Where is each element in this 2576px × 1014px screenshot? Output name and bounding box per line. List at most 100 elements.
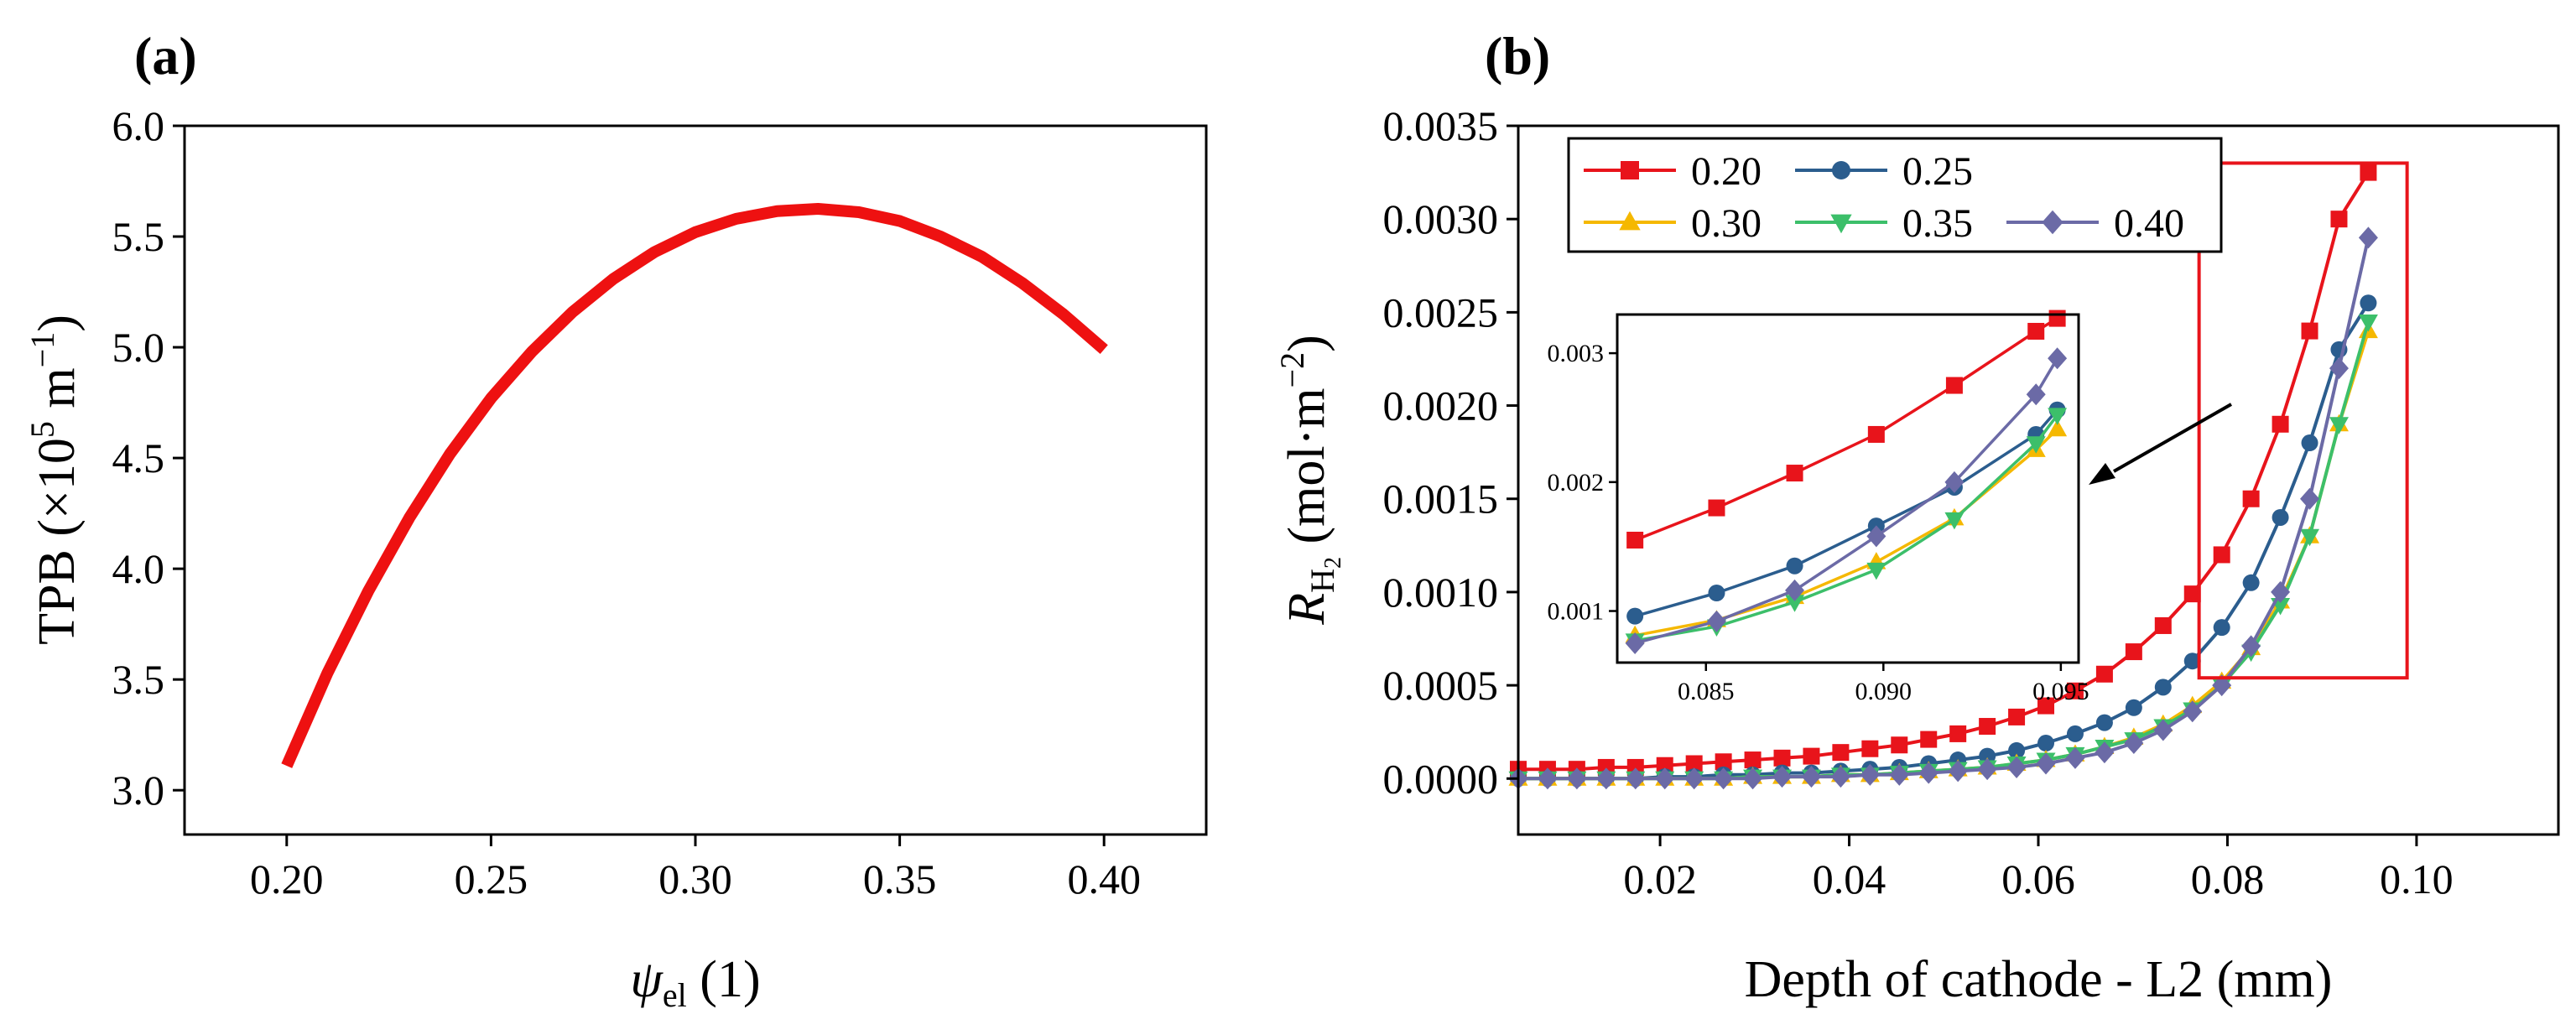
legend-entry-0.30: 0.30 <box>1584 201 1762 246</box>
legend-swatch-marker <box>1621 161 1639 179</box>
data-point <box>2154 616 2172 634</box>
data-point <box>1803 747 1820 765</box>
x-tick-label: 0.06 <box>2001 855 2075 902</box>
data-point <box>1977 758 1997 781</box>
data-point <box>1714 767 1734 790</box>
data-point <box>1773 749 1791 767</box>
inset-data-point <box>1945 377 1963 394</box>
x-tick-label: 0.20 <box>250 855 324 902</box>
x-tick-label: 0.35 <box>863 855 937 902</box>
inset-data-point <box>2026 383 2046 406</box>
panel-b-label: (b) <box>1485 26 1550 86</box>
inset-background <box>1617 315 2079 663</box>
data-point <box>2301 434 2318 452</box>
inset-data-point <box>1708 585 1725 601</box>
y-tick-label: 5.5 <box>112 213 165 260</box>
x-tick-label: 0.04 <box>1813 855 1886 902</box>
data-point <box>2241 635 2261 658</box>
data-point <box>2183 653 2201 670</box>
legend-entry-0.40: 0.40 <box>2006 201 2184 246</box>
panel-b-ticks: 0.02 0.04 0.06 0.08 0.10 0.0000 0.0005 0.0010 0.… <box>1383 102 2454 902</box>
inset-data-point <box>1786 465 1803 482</box>
data-point <box>2301 322 2318 340</box>
data-point <box>1715 753 1732 771</box>
y-label-sub: H <box>1304 569 1341 593</box>
y-label-prefix: TPB (×10 <box>29 438 86 645</box>
inset-arrow <box>2089 403 2232 485</box>
legend-label: 0.25 <box>1902 149 1973 194</box>
data-point <box>1860 763 1880 786</box>
legend-label: 0.20 <box>1691 149 1762 194</box>
y-tick-label: 0.0005 <box>1383 662 1499 709</box>
data-point <box>2300 487 2320 510</box>
data-point <box>2154 679 2172 696</box>
data-point <box>1918 762 1939 784</box>
panel-a-y-axis-label: TPB (×105 m−1) <box>23 315 86 645</box>
inset-data-point <box>1626 531 1644 549</box>
data-point <box>2066 682 2084 699</box>
tpb-curve-group <box>281 203 1108 768</box>
inset-data-point <box>2048 309 2066 327</box>
data-point <box>1830 766 1850 788</box>
inset-data-point <box>1626 607 1644 625</box>
data-point <box>2213 546 2230 564</box>
legend-entry-0.35: 0.35 <box>1795 201 1973 246</box>
y-label-suffix: (mol·m <box>1278 387 1335 556</box>
data-point <box>1596 767 1616 790</box>
inset-data-point <box>2027 322 2045 340</box>
data-point <box>2124 732 2144 755</box>
y-label-mid: m <box>29 367 86 421</box>
inset-data-point <box>1706 610 1726 632</box>
panel-b: (b) 0.02 0.04 0.06 0.08 0.10 0.0000 0.0005 0.00… <box>1273 26 2560 1008</box>
data-point <box>2125 643 2142 661</box>
inset-data-point <box>1785 579 1805 601</box>
panel-b-x-axis-label: Depth of cathode - L2 (mm) <box>1745 951 2333 1008</box>
data-point <box>2006 756 2027 778</box>
x-label-suffix: (1) <box>687 951 761 1008</box>
data-point <box>2272 415 2289 433</box>
x-label-symbol: ψ <box>630 951 664 1008</box>
legend-swatch-marker <box>1830 214 1852 234</box>
data-point <box>2095 714 2113 731</box>
inset-data-point <box>1867 425 1885 443</box>
inset-data-point <box>1944 512 1965 530</box>
panel-b-y-axis-label: RH2 (mol·m−2) <box>1273 335 1346 625</box>
highlight-box <box>2197 161 2409 680</box>
data-point <box>2125 699 2142 716</box>
data-point <box>2212 674 2232 697</box>
x-tick-label: 0.02 <box>1623 855 1697 902</box>
x-tick-label: 0.40 <box>1067 855 1141 902</box>
data-point <box>2271 580 2291 603</box>
y-tick-label: 6.0 <box>112 102 165 149</box>
data-point <box>2272 508 2289 526</box>
inset-data-point <box>2048 419 2068 437</box>
y-label-subsub: 2 <box>1320 557 1346 569</box>
y-tick-label: 5.0 <box>112 324 165 371</box>
y-tick-label: 0.0035 <box>1383 102 1499 149</box>
data-point <box>1684 767 1704 790</box>
inset-x-tick-label: 0.095 <box>2032 678 2089 705</box>
data-point <box>2330 211 2348 228</box>
inset-data-point <box>2048 408 2068 425</box>
legend-label: 0.35 <box>1902 201 1973 246</box>
legend-label: 0.40 <box>2114 201 2184 246</box>
data-point <box>2095 665 2113 683</box>
data-point <box>2360 294 2377 312</box>
series-0.20 <box>1510 164 2377 778</box>
data-point <box>1744 751 1762 769</box>
data-point <box>2329 417 2349 434</box>
data-point <box>2065 746 2085 769</box>
data-point <box>1949 725 1967 742</box>
inset-series-0.40 <box>1625 347 2068 654</box>
y-tick-label: 0.0000 <box>1383 755 1499 802</box>
y-tick-label: 4.5 <box>112 434 165 481</box>
data-point <box>2242 574 2260 591</box>
legend-swatch-marker <box>1832 161 1850 179</box>
data-point <box>1920 731 1938 748</box>
x-tick-label: 0.10 <box>2380 855 2454 902</box>
data-point <box>2153 719 2173 741</box>
data-point <box>2360 164 2377 181</box>
y-label-exp2: −1 <box>23 332 61 368</box>
panel-a-label: (a) <box>134 26 197 86</box>
series-0.40 <box>1508 226 2378 790</box>
